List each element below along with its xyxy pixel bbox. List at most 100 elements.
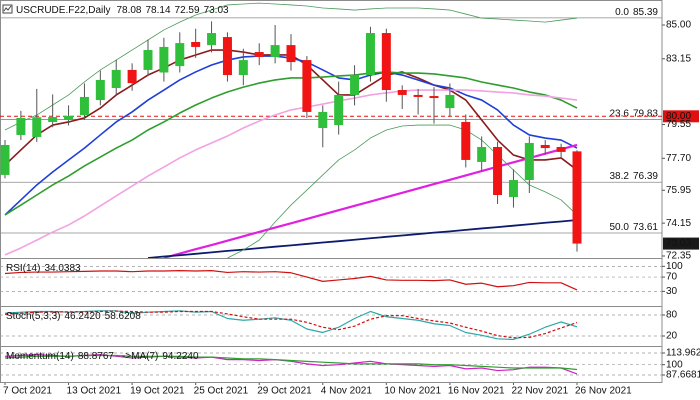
header-high: 78.14	[146, 5, 171, 16]
chart-header: USCRUDE.F22,Daily 78.08 78.14 72.59 73.03	[16, 5, 229, 16]
candle-body	[111, 69, 121, 89]
candle-body	[477, 146, 487, 162]
candle-body	[461, 121, 471, 160]
candle-body	[540, 144, 550, 149]
candle-body	[32, 117, 42, 137]
x-tick-label: 26 Nov 2021	[575, 386, 632, 397]
fib-label: 50.0 73.61	[610, 222, 659, 233]
header-icon	[2, 4, 13, 14]
series-line	[4, 310, 578, 339]
fib-price: 79.83	[633, 108, 658, 119]
header-close: 73.03	[204, 5, 229, 16]
candle-body	[350, 75, 360, 95]
candle-body	[64, 115, 74, 120]
marker-label: 80.00	[666, 111, 691, 122]
y-tick-label: 87.6681	[666, 370, 700, 381]
series-line	[4, 270, 578, 291]
candle-body	[413, 94, 423, 97]
candle-body	[429, 96, 439, 99]
indicator-value: 88.8767	[78, 351, 115, 362]
candle-body	[381, 33, 391, 91]
x-tick-label: 29 Oct 2021	[257, 386, 312, 397]
y-tick-label: 113.9625	[666, 348, 700, 359]
header-open: 78.08	[116, 5, 141, 16]
candle-body	[318, 111, 328, 128]
candle-body	[572, 151, 582, 244]
fib-ratio: 23.6	[610, 108, 630, 119]
last-price-box	[663, 237, 699, 250]
series-line	[4, 2, 578, 131]
fib-ratio: 0.0	[615, 7, 629, 18]
candle-body	[48, 117, 58, 122]
candle-body	[238, 60, 248, 76]
indicator-name: Stoch(5,3,3)	[6, 311, 60, 322]
series-line	[4, 71, 578, 216]
indicator-name: ->MA(7)	[122, 351, 158, 362]
series-line	[163, 143, 578, 260]
x-tick-label: 22 Nov 2021	[511, 386, 568, 397]
x-tick-label: 7 Oct 2021	[3, 386, 52, 397]
candle-body	[397, 90, 407, 95]
indicator-value: 94.2240	[162, 351, 199, 362]
candle-body	[95, 79, 105, 101]
y-tick-label: 80	[666, 310, 678, 321]
fib-price: 73.61	[633, 222, 658, 233]
marker-box	[663, 110, 699, 123]
candle-body	[16, 117, 26, 135]
indicator-value: 46.2420	[64, 311, 101, 322]
y-tick-label: 70	[666, 272, 678, 283]
y-tick-label: 85.00	[666, 20, 691, 31]
last-price-label: 73.03	[666, 238, 691, 249]
x-tick-label: 4 Nov 2021	[321, 386, 373, 397]
fib-label: 38.2 76.39	[610, 171, 659, 182]
candle-body	[302, 60, 312, 112]
candle-body	[508, 180, 518, 198]
series-line	[4, 354, 578, 371]
y-tick-label: 72.35	[666, 251, 691, 262]
candle-body	[334, 94, 344, 126]
y-tick-label: 100	[666, 261, 683, 272]
x-tick-label: 16 Nov 2021	[448, 386, 505, 397]
y-tick-label: 30	[666, 286, 678, 297]
fib-price: 76.39	[633, 171, 658, 182]
candle-body	[365, 33, 375, 76]
candle-body	[524, 142, 534, 181]
header-low: 72.59	[175, 5, 200, 16]
candle-body	[222, 37, 232, 76]
fib-label: 23.6 79.83	[610, 108, 659, 119]
y-tick-label: 20	[666, 331, 678, 342]
indicator-header: Stoch(5,3,3) 46.2420 58.6208	[6, 311, 141, 322]
fib-ratio: 50.0	[610, 222, 630, 233]
indicator-value: 58.6208	[105, 311, 142, 322]
candle-body	[159, 46, 169, 73]
candle-body	[143, 50, 153, 70]
candle-body	[270, 45, 280, 57]
y-tick-label: 79.55	[666, 119, 691, 130]
series-line	[4, 354, 578, 375]
candle-body	[254, 52, 264, 57]
series-line	[4, 310, 578, 341]
chart-title: USCRUDE.F22,Daily	[16, 5, 110, 16]
candle-body	[175, 43, 185, 67]
y-tick-label: 100	[666, 359, 683, 370]
series-line	[227, 124, 578, 259]
candle-body	[493, 146, 503, 196]
fib-label: 0.0 85.39	[615, 7, 658, 18]
y-tick-label: 77.70	[666, 153, 691, 164]
x-tick-label: 10 Nov 2021	[384, 386, 441, 397]
candle-body	[0, 144, 10, 175]
candle-body	[191, 41, 201, 47]
indicator-header: RSI(14) 34.0383	[6, 263, 81, 274]
fib-price: 85.39	[633, 7, 658, 18]
x-tick-label: 25 Oct 2021	[194, 386, 249, 397]
candle-body	[286, 45, 296, 63]
candle-body	[79, 96, 89, 116]
fib-ratio: 38.2	[610, 171, 630, 182]
y-tick-label: 83.15	[666, 53, 691, 64]
indicator-value: 34.0383	[44, 263, 81, 274]
series-line	[4, 89, 578, 256]
candle-body	[207, 33, 217, 46]
x-tick-label: 13 Oct 2021	[67, 386, 122, 397]
